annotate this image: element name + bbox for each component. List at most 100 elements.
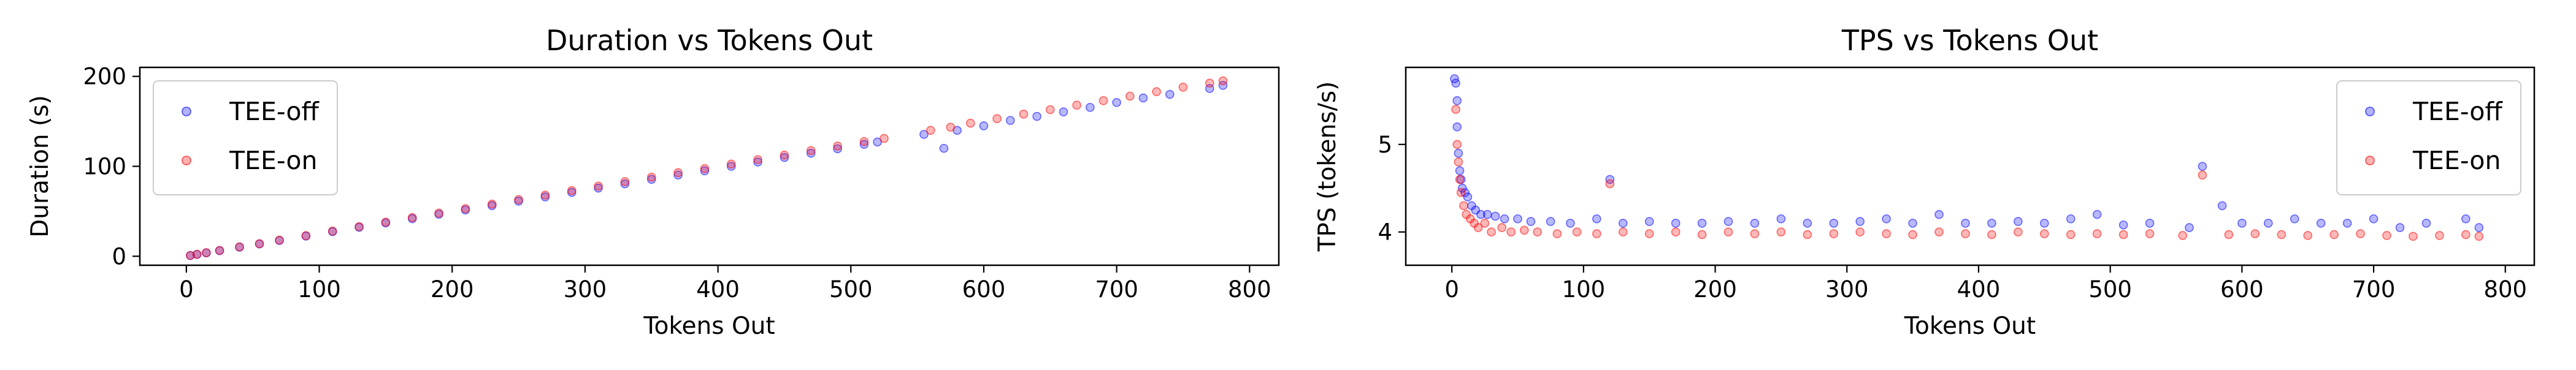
data-point (1618, 227, 1628, 236)
x-tick-label: 300 (564, 276, 607, 303)
data-point (1459, 201, 1468, 211)
data-point (2474, 232, 2484, 241)
data-point (2198, 170, 2207, 180)
data-point (1934, 227, 1944, 236)
chart-title: Duration vs Tokens Out (546, 24, 873, 57)
data-point (2277, 230, 2287, 240)
data-point (540, 191, 550, 200)
data-point (1592, 214, 1601, 224)
data-point (1218, 76, 1228, 86)
data-point (2118, 230, 2128, 240)
data-point (1205, 78, 1214, 88)
data-point (979, 121, 989, 130)
y-tick-label: 0 (112, 243, 126, 270)
data-point (2395, 223, 2405, 232)
data-point (1697, 230, 1707, 240)
y-tick-label: 5 (1378, 132, 1392, 158)
data-point (946, 123, 956, 132)
data-point (2461, 230, 2471, 240)
chart-title: TPS vs Tokens Out (1841, 24, 2098, 57)
data-point (461, 204, 470, 213)
data-point (1451, 78, 1460, 88)
data-point (301, 231, 311, 240)
y-axis-label: TPS (tokens/s) (1314, 81, 1341, 252)
data-point (700, 166, 710, 176)
data-point (965, 118, 975, 128)
plot-frame (139, 66, 1280, 266)
data-point (186, 251, 195, 260)
data-point (1451, 105, 1460, 114)
data-point (806, 146, 816, 156)
data-point (1452, 122, 1462, 132)
data-point (2316, 219, 2326, 228)
legend-box (2336, 80, 2521, 195)
data-point (1592, 229, 1601, 238)
data-point (780, 150, 789, 160)
data-point (2329, 230, 2339, 240)
data-point (1218, 81, 1228, 90)
data-point (2185, 223, 2194, 232)
legend-label: TEE-on (2412, 146, 2501, 175)
x-axis-label: Tokens Out (643, 312, 775, 340)
legend-label: TEE-on (229, 146, 317, 175)
data-point (1500, 214, 1509, 224)
data-point (1750, 219, 1760, 228)
x-axis-label: Tokens Out (1904, 312, 2036, 340)
data-point (833, 142, 842, 151)
data-point (487, 199, 497, 209)
x-tick-label: 500 (829, 276, 873, 303)
data-point (1882, 229, 1891, 238)
data-point (2356, 229, 2365, 238)
data-point (1152, 87, 1161, 96)
legend-marker (2365, 156, 2375, 165)
data-point (2066, 214, 2076, 224)
data-point (919, 130, 929, 139)
data-point (700, 164, 710, 173)
data-point (2217, 201, 2227, 211)
data-point (1934, 210, 1944, 219)
x-tick-label: 800 (1228, 276, 1271, 303)
data-point (1473, 223, 1483, 232)
chart-panel-1: TPS vs Tokens Out 0 100 200 300 400 500 600 700 8… (1314, 24, 2536, 340)
data-point (1605, 179, 1615, 189)
data-point (1487, 227, 1496, 236)
data-point (567, 186, 577, 195)
legend: TEE-off TEE-on (153, 80, 338, 195)
data-point (2382, 231, 2391, 240)
data-point (2237, 219, 2247, 228)
x-tick-label: 100 (1562, 276, 1606, 303)
series-tee-on (186, 76, 1228, 260)
data-point (594, 181, 603, 191)
data-point (726, 159, 736, 169)
x-tick-label: 500 (2088, 276, 2132, 303)
data-point (806, 148, 816, 158)
data-point (1671, 219, 1681, 228)
data-point (1908, 230, 1917, 240)
data-point (1987, 219, 1996, 228)
data-point (1644, 229, 1654, 238)
data-point (1045, 105, 1055, 115)
data-point (2118, 220, 2128, 230)
data-point (1112, 97, 1121, 107)
x-tick-label: 300 (1825, 276, 1869, 303)
data-point (880, 134, 889, 143)
data-point (1086, 103, 1095, 112)
data-point (514, 195, 523, 205)
data-point (1098, 96, 1108, 105)
data-point (673, 170, 683, 180)
data-point (1572, 227, 1582, 236)
data-point (2224, 230, 2234, 240)
x-tick-label: 400 (1957, 276, 2001, 303)
data-point (1165, 89, 1175, 99)
legend-marker (182, 107, 191, 116)
data-point (1497, 223, 1507, 232)
y-axis-label: Duration (s) (26, 95, 54, 238)
data-point (1519, 225, 1529, 235)
data-point (1829, 229, 1839, 238)
data-point (1618, 219, 1628, 228)
legend-label: TEE-off (2412, 97, 2503, 126)
data-point (2092, 229, 2102, 238)
legend-box (153, 80, 338, 195)
plot-frame (1405, 66, 2536, 266)
